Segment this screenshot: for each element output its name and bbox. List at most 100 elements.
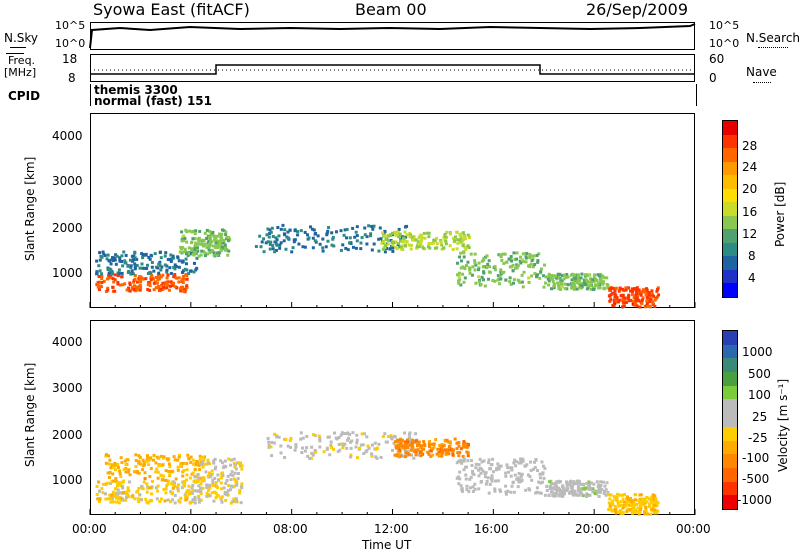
heatmap-cell [648,305,652,309]
heatmap-cell [222,464,226,468]
heatmap-cell [311,236,315,240]
heatmap-cell [277,234,281,238]
heatmap-cell [559,480,563,484]
heatmap-cell [234,467,238,471]
heatmap-cell [499,268,503,272]
heatmap-cell [613,504,617,508]
heatmap-cell [100,272,104,276]
heatmap-cell [587,280,591,284]
heatmap-cell [589,287,593,291]
heatmap-cell [105,481,109,485]
vel-cb-tick: -500 [742,472,770,486]
heatmap-cell [111,500,115,504]
heatmap-cell [391,246,395,250]
heatmap-cell [354,445,358,449]
heatmap-cell [185,495,189,499]
heatmap-cell [532,254,536,258]
heatmap-cell [148,475,152,479]
heatmap-cell [229,463,233,467]
heatmap-cell [197,484,201,488]
heatmap-cell [301,245,305,249]
heatmap-cell [370,454,374,458]
heatmap-cell [597,494,601,498]
heatmap-cell [118,258,122,262]
heatmap-cell [141,256,145,260]
heatmap-cell [312,228,316,232]
heatmap-cell [141,253,145,257]
colorbar-swatch [723,344,737,359]
heatmap-cell [571,492,575,496]
heatmap-cell [214,491,218,495]
heatmap-cell [542,285,546,289]
heatmap-cell [184,257,188,261]
heatmap-cell [624,288,628,292]
heatmap-cell [417,242,421,246]
heatmap-cell [232,457,236,461]
heatmap-cell [109,466,113,470]
heatmap-cell [427,235,431,239]
heatmap-cell [292,240,296,244]
heatmap-cell [193,249,197,253]
heatmap-cell [505,463,509,467]
heatmap-cell [401,444,405,448]
heatmap-cell [134,465,138,469]
heatmap-cell [563,273,567,277]
heatmap-cell [104,497,108,501]
heatmap-cell [587,480,591,484]
heatmap-cell [538,476,542,480]
heatmap-cell [615,495,619,499]
heatmap-cell [269,230,273,234]
heatmap-cell [355,225,359,229]
heatmap-cell [451,450,455,454]
heatmap-cell [561,484,565,488]
heatmap-cell [105,257,109,261]
heatmap-cell [602,287,606,291]
heatmap-cell [513,257,517,261]
heatmap-cell [349,241,353,245]
heatmap-cell [185,284,189,288]
heatmap-cell [606,490,610,494]
heatmap-cell [331,235,335,239]
heatmap-cell [620,287,624,291]
heatmap-cell [197,497,201,501]
heatmap-cell [156,476,160,480]
heatmap-cell [229,488,233,492]
heatmap-cell [147,459,151,463]
heatmap-cell [623,298,627,302]
heatmap-cell [180,462,184,466]
heatmap-cell [459,266,463,270]
heatmap-cell [118,283,122,287]
heatmap-cell [211,483,215,487]
heatmap-cell [173,481,177,485]
heatmap-cell [199,486,203,490]
heatmap-cell [495,466,499,470]
heatmap-cell [293,448,297,452]
heatmap-cell [610,501,614,505]
heatmap-cell [145,266,149,270]
heatmap-cell [239,501,243,505]
heatmap-cell [133,262,137,266]
heatmap-cell [206,474,210,478]
heatmap-cell [297,242,301,246]
heatmap-cell [579,489,583,493]
heatmap-cell [383,230,387,234]
heatmap-cell [137,461,141,465]
heatmap-cell [165,286,169,290]
heatmap-cell [619,500,623,504]
heatmap-cell [219,249,223,253]
heatmap-cell [330,243,334,247]
heatmap-cell [106,253,110,257]
cpid-line-2: normal (fast) 151 [94,94,212,108]
heatmap-cell [411,438,415,442]
heatmap-cell [117,268,121,272]
heatmap-cell [327,225,331,229]
heatmap-cell [184,252,188,256]
heatmap-cell [171,486,175,490]
heatmap-cell [478,466,482,470]
heatmap-cell [193,232,197,236]
colorbar-swatch [723,161,737,176]
heatmap-cell [140,498,144,502]
heatmap-cell [403,442,407,446]
heatmap-cell [496,274,500,278]
heatmap-cell [619,508,623,512]
